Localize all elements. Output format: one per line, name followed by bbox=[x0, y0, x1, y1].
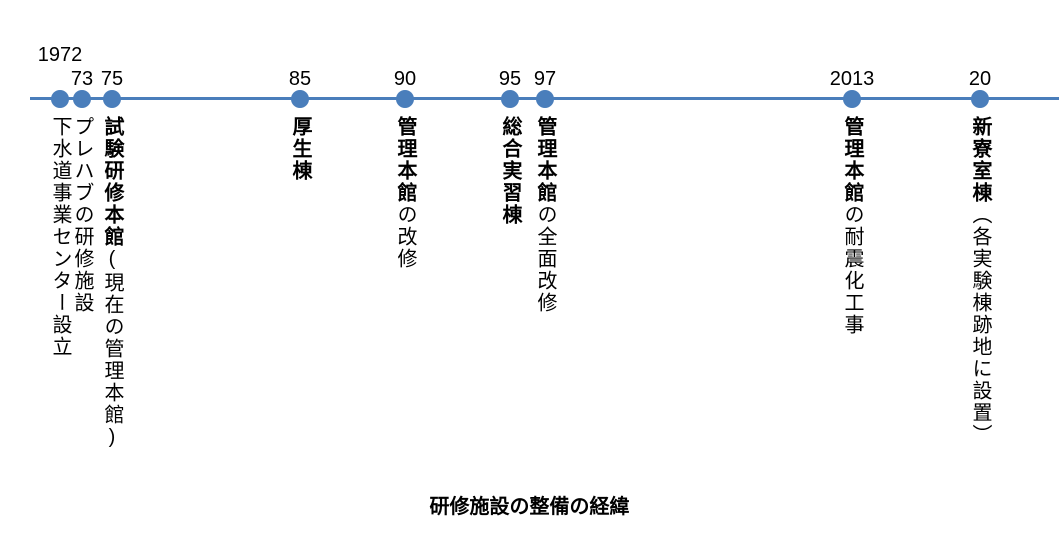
timeline-dot bbox=[396, 90, 414, 108]
event-desc-normal: 下水道事業センター設立 bbox=[49, 116, 71, 358]
timeline-event: 90管理本館の改修 bbox=[396, 90, 414, 108]
event-description: 試験研修本館(現在の管理本館) bbox=[101, 116, 123, 450]
timeline-event: 85厚生棟 bbox=[291, 90, 309, 108]
event-description: 総合実習棟 bbox=[499, 116, 521, 226]
event-desc-bold: 総合実習棟 bbox=[499, 116, 521, 226]
year-label: 95 bbox=[499, 68, 521, 91]
timeline-dot bbox=[51, 90, 69, 108]
year-label: 1972 bbox=[38, 44, 83, 67]
year-label: 90 bbox=[394, 68, 416, 91]
timeline-event: 20新寮室棟（各実験棟跡地に設置） bbox=[971, 90, 989, 108]
event-description: 新寮室棟（各実験棟跡地に設置） bbox=[969, 116, 991, 446]
event-description: 管理本館の全面改修 bbox=[534, 116, 556, 314]
timeline-event: 2013管理本館の耐震化工事 bbox=[843, 90, 861, 108]
year-label: 75 bbox=[101, 68, 123, 91]
year-label: 97 bbox=[534, 68, 556, 91]
event-desc-bold: 試験研修本館 bbox=[101, 116, 123, 248]
timeline-dot bbox=[843, 90, 861, 108]
caption: 研修施設の整備の経緯 bbox=[430, 490, 630, 519]
timeline-dot bbox=[536, 90, 554, 108]
event-desc-normal: (現在の管理本館) bbox=[101, 248, 123, 450]
event-desc-bold: 管理本館 bbox=[394, 116, 416, 204]
timeline-dot bbox=[971, 90, 989, 108]
timeline-dot bbox=[501, 90, 519, 108]
timeline-dot bbox=[291, 90, 309, 108]
event-description: プレハブの研修施設 bbox=[71, 116, 93, 314]
event-description: 管理本館の耐震化工事 bbox=[841, 116, 863, 336]
event-desc-normal: の全面改修 bbox=[534, 204, 556, 314]
event-desc-bold: 厚生棟 bbox=[289, 116, 311, 182]
timeline-event: 97管理本館の全面改修 bbox=[536, 90, 554, 108]
timeline-dot bbox=[73, 90, 91, 108]
year-label: 2013 bbox=[830, 68, 875, 91]
event-desc-bold: 新寮室棟 bbox=[969, 116, 991, 204]
year-label: 85 bbox=[289, 68, 311, 91]
event-desc-bold: 管理本館 bbox=[841, 116, 863, 204]
event-desc-normal: の改修 bbox=[394, 204, 416, 270]
event-desc-normal: プレハブの研修施設 bbox=[71, 116, 93, 314]
year-label: 73 bbox=[71, 68, 93, 91]
year-label: 20 bbox=[969, 68, 991, 91]
event-desc-normal: の耐震化工事 bbox=[841, 204, 863, 336]
timeline-event: 75試験研修本館(現在の管理本館) bbox=[103, 90, 121, 108]
event-description: 管理本館の改修 bbox=[394, 116, 416, 270]
timeline-event: 95総合実習棟 bbox=[501, 90, 519, 108]
event-desc-normal: （各実験棟跡地に設置） bbox=[969, 204, 991, 446]
event-description: 厚生棟 bbox=[289, 116, 311, 182]
event-description: 下水道事業センター設立 bbox=[49, 116, 71, 358]
timeline-event: 73プレハブの研修施設 bbox=[73, 90, 91, 108]
timeline-event: 1972下水道事業センター設立 bbox=[51, 90, 69, 108]
event-desc-bold: 管理本館 bbox=[534, 116, 556, 204]
timeline-dot bbox=[103, 90, 121, 108]
